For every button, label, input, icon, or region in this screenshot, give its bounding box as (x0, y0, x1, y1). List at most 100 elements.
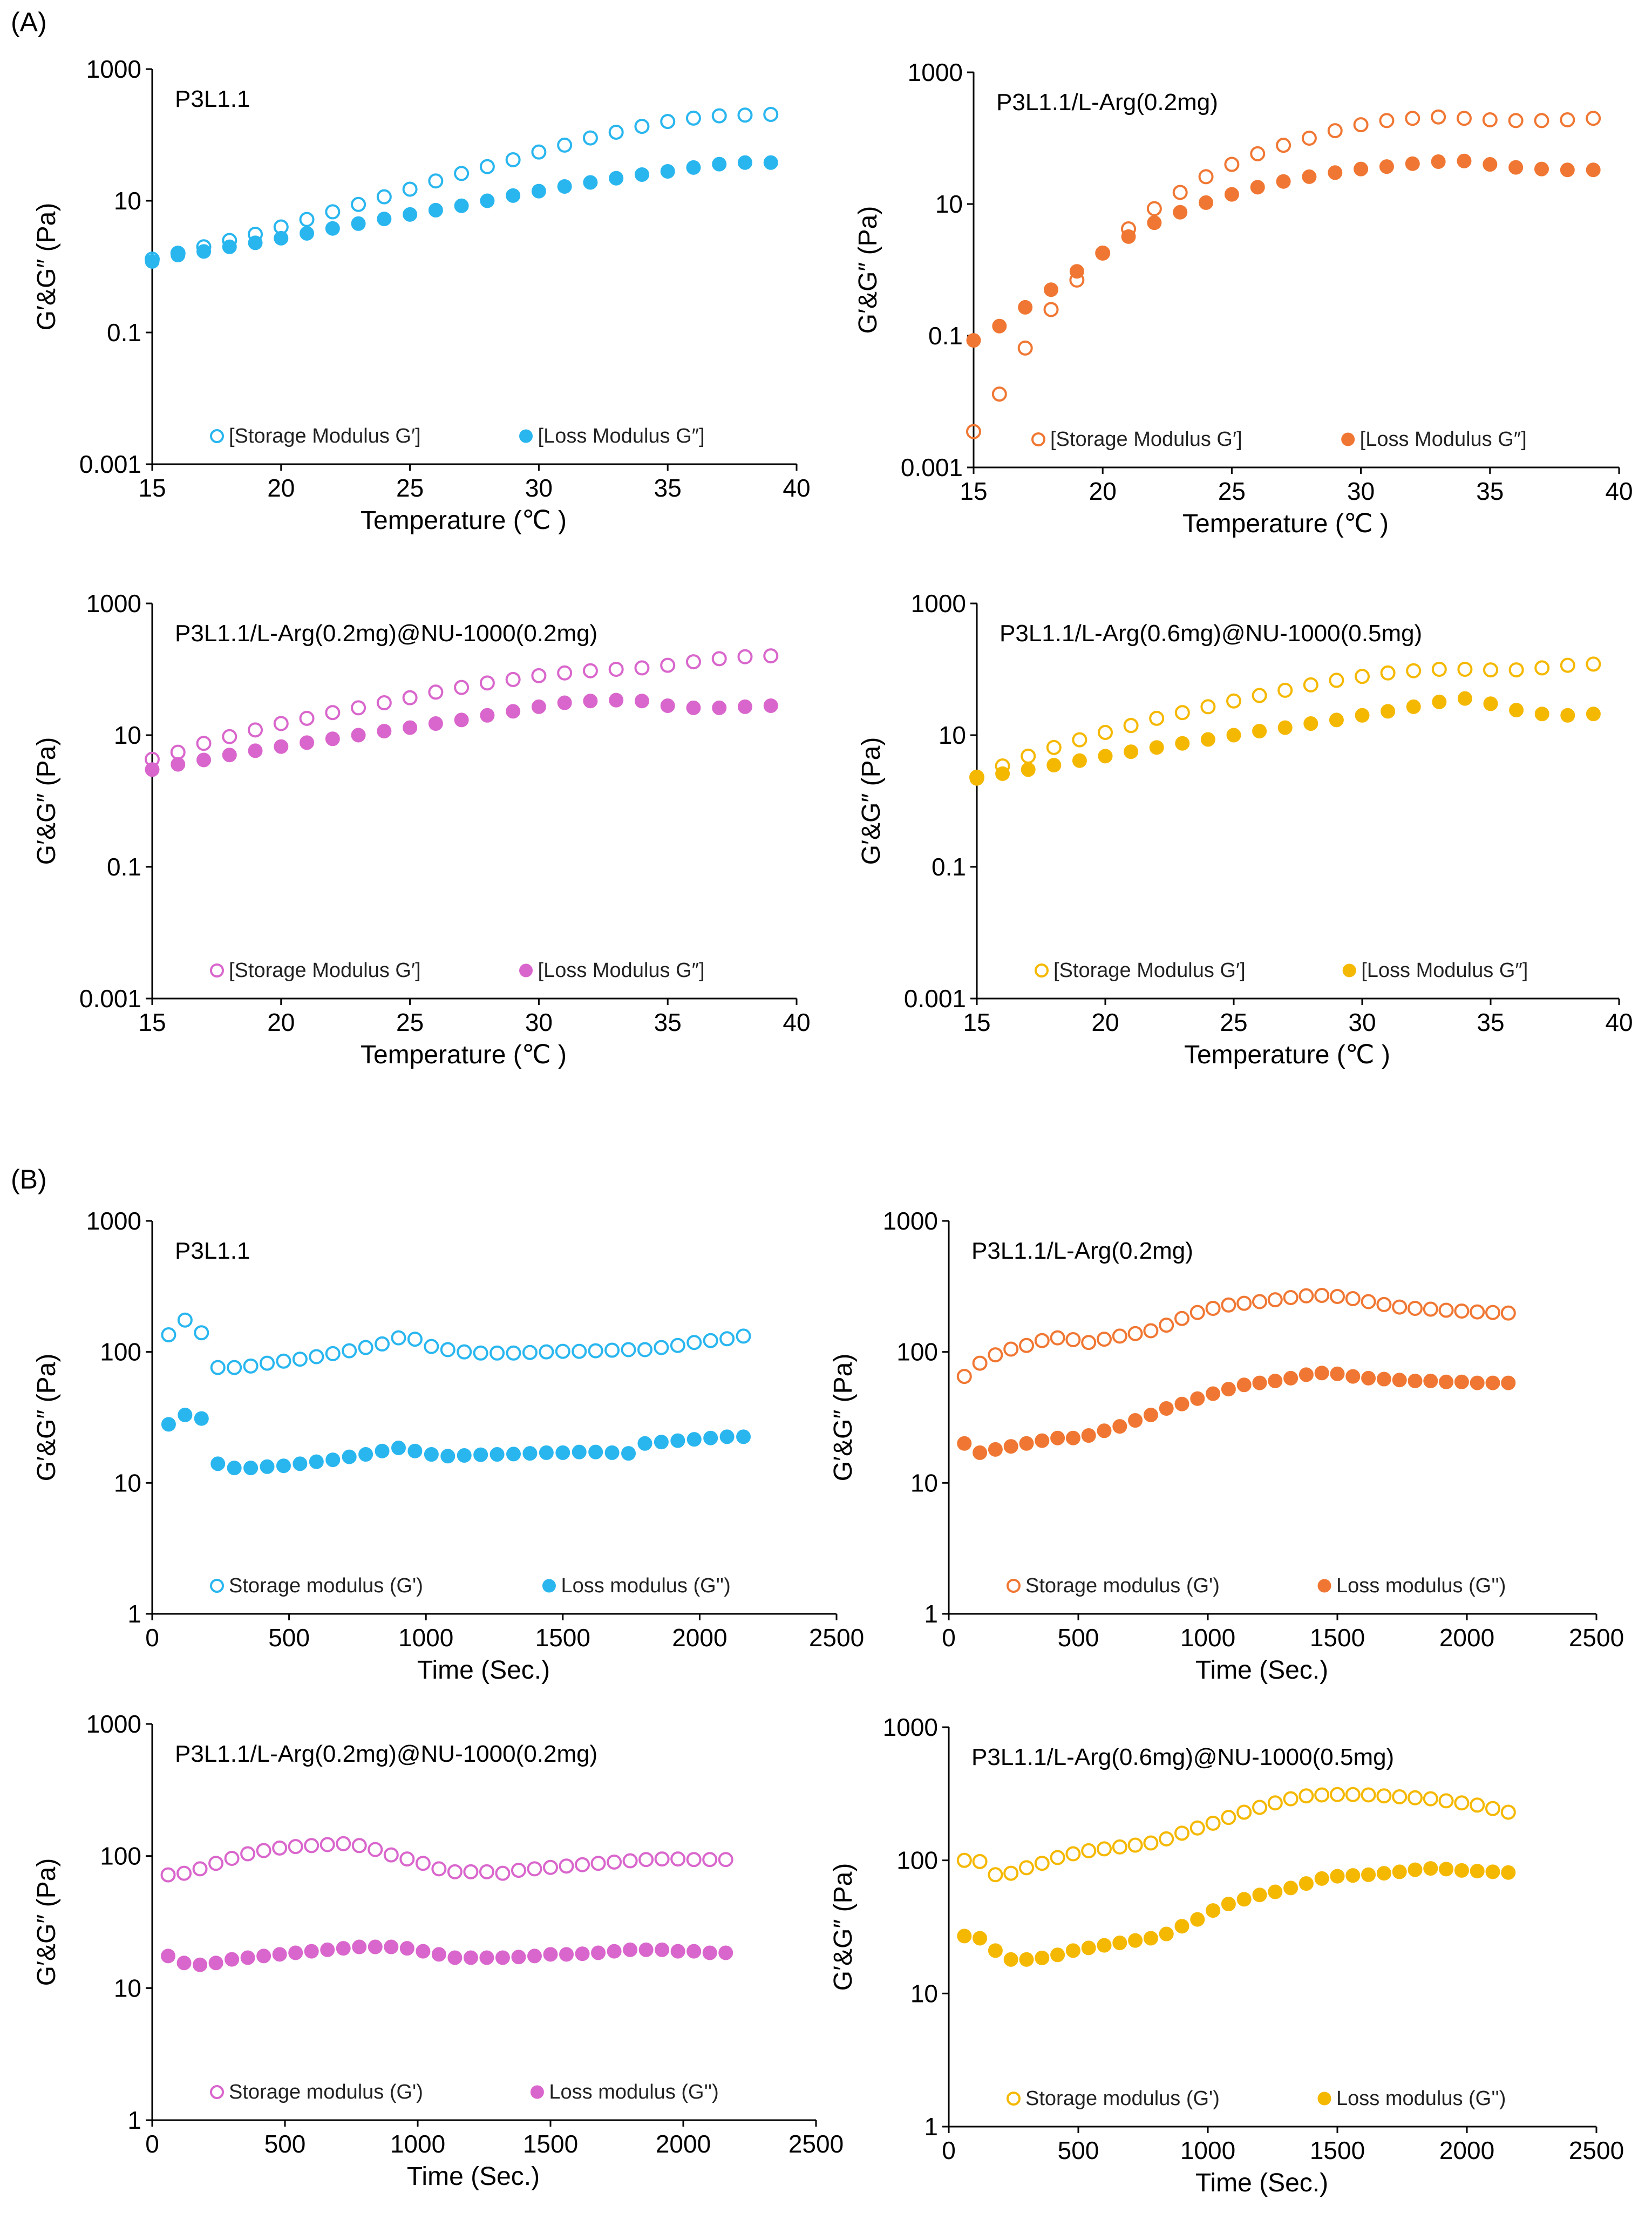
data-point-loss (161, 1417, 176, 1432)
x-tick-label: 2000 (656, 2130, 711, 2158)
data-point-storage (572, 1343, 587, 1359)
data-point-loss (1354, 161, 1369, 176)
panel-label-b: (B) (11, 1164, 47, 1194)
data-point-loss (1470, 1864, 1485, 1879)
data-point-storage (590, 1856, 606, 1871)
data-point-loss (702, 1945, 717, 1960)
data-point-loss (1098, 749, 1113, 764)
data-point-storage (376, 695, 392, 711)
data-point-loss (1299, 1367, 1314, 1382)
data-point-loss (288, 1945, 303, 1960)
data-point-loss (531, 184, 546, 199)
data-point-loss (1174, 1919, 1189, 1934)
data-point-loss (1221, 1897, 1236, 1912)
legend-label-loss: Loss modulus (G'') (1336, 2087, 1506, 2110)
data-point-loss (966, 333, 981, 348)
data-point-storage (972, 1355, 988, 1371)
data-point-storage (376, 189, 392, 205)
data-point-loss (557, 695, 572, 710)
data-point-storage (621, 1342, 636, 1357)
data-point-storage (1508, 662, 1524, 678)
data-point-loss (973, 1931, 988, 1946)
data-point-storage (1252, 1294, 1267, 1309)
data-point-loss (225, 1952, 240, 1967)
data-point-storage (543, 1859, 558, 1875)
data-point-loss (1501, 1375, 1516, 1390)
legend: Storage modulus (G') Loss modulus (G'') (1007, 2087, 1506, 2110)
data-point-storage (1236, 1804, 1252, 1820)
x-tick-label: 20 (1091, 1008, 1119, 1036)
data-point-loss (274, 230, 289, 246)
data-point-loss (377, 212, 392, 227)
data-point-loss (276, 1458, 291, 1474)
data-point-storage (1405, 111, 1420, 126)
data-point-storage (1072, 732, 1087, 748)
data-point-storage (407, 1332, 423, 1347)
data-point-storage (685, 110, 701, 126)
data-point-storage (660, 114, 676, 130)
data-point-loss (1405, 156, 1420, 171)
y-tick-label: 1000 (86, 55, 141, 83)
data-point-loss (1457, 153, 1472, 168)
x-axis-title: Time (Sec.) (1195, 1656, 1328, 1685)
data-point-loss (1159, 1926, 1174, 1941)
data-point-storage (1314, 1787, 1330, 1803)
y-tick-label: 0.1 (107, 853, 141, 881)
series-storage-modulus (969, 656, 1601, 785)
data-point-storage (1327, 123, 1343, 139)
data-point-storage (531, 144, 547, 160)
y-axis-title: G′&G″ (Pa) (829, 1863, 858, 1991)
data-point-loss (1560, 162, 1575, 178)
data-point-storage (582, 663, 598, 678)
data-point-loss (1072, 753, 1087, 768)
data-point-storage (956, 1852, 972, 1868)
data-point-storage (1345, 1291, 1361, 1307)
y-tick-label: 1 (924, 1600, 938, 1628)
data-point-storage (240, 1846, 256, 1862)
data-point-storage (325, 1346, 341, 1361)
y-axis-title: G′&G″ (Pa) (829, 1354, 858, 1482)
data-point-storage (1200, 699, 1216, 715)
data-point-loss (1252, 1375, 1267, 1390)
data-point-storage (428, 684, 444, 700)
data-point-storage (1065, 1332, 1081, 1347)
data-point-storage (210, 1360, 226, 1375)
data-point-storage (424, 1339, 439, 1354)
x-tick-label: 0 (942, 2136, 956, 2164)
data-point-storage (588, 1343, 603, 1359)
legend-label-loss: [Loss Modulus G″] (538, 425, 705, 447)
data-point-storage (299, 710, 315, 726)
data-point-loss (171, 757, 186, 772)
data-point-storage (1221, 1810, 1236, 1825)
data-point-storage (1345, 1787, 1361, 1802)
chart-6: 1 10 100 1000 0 500 1000 1500 2000 2500 Time (Sec.… (829, 1207, 1624, 1685)
data-point-storage (555, 1343, 570, 1359)
data-point-storage (1482, 112, 1498, 127)
data-point-storage (1267, 1795, 1283, 1811)
data-point-storage (440, 1342, 456, 1357)
data-point-loss (1003, 1439, 1018, 1454)
legend-marker-storage (1007, 1579, 1021, 1593)
y-tick-label: 1 (924, 2113, 938, 2141)
legend-label-loss: Loss modulus (G'') (549, 2081, 718, 2103)
data-point-storage (1500, 1804, 1516, 1820)
data-point-loss (1226, 728, 1241, 743)
data-point-storage (1299, 1788, 1314, 1804)
data-point-loss (1190, 1912, 1205, 1927)
data-point-loss (511, 1950, 526, 1965)
data-point-storage (718, 1852, 733, 1868)
data-point-storage (991, 386, 1007, 402)
data-point-loss (208, 1956, 223, 1971)
y-tick-label: 1000 (86, 1207, 141, 1235)
data-point-storage (1355, 669, 1370, 684)
data-point-storage (1301, 131, 1317, 146)
data-point-loss (1283, 1370, 1299, 1386)
data-point-storage (1250, 146, 1266, 161)
data-point-storage (256, 1843, 271, 1858)
y-tick-label: 1 (127, 2106, 141, 2134)
x-tick-label: 0 (942, 1624, 956, 1652)
data-point-storage (972, 1854, 988, 1869)
y-tick-label: 10 (114, 187, 141, 215)
data-point-storage (763, 648, 779, 664)
data-point-loss (1206, 1386, 1221, 1401)
